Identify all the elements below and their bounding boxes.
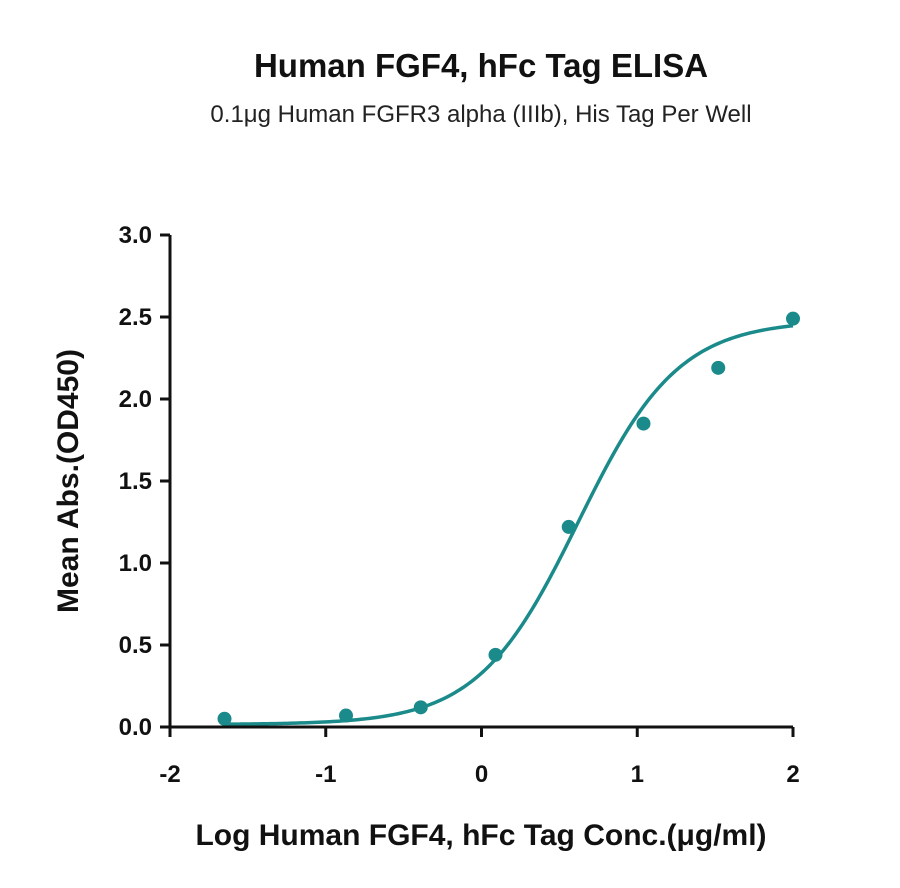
- chart-title: Human FGF4, hFc Tag ELISA: [254, 47, 708, 84]
- y-tick-label: 1.0: [119, 550, 152, 577]
- y-ticks: 0.0 0.5 1.0 1.5 2.0 2.5 3.0: [119, 222, 170, 741]
- y-tick-label: 2.0: [119, 386, 152, 413]
- x-tick-label: -2: [159, 761, 180, 788]
- x-tick-label: 2: [786, 761, 799, 788]
- y-axis-label: Mean Abs.(OD450): [52, 349, 85, 613]
- y-tick-label: 0.5: [119, 632, 152, 659]
- y-tick-label: 1.5: [119, 468, 152, 495]
- x-tick-label: -1: [315, 761, 336, 788]
- data-point: [711, 360, 726, 375]
- chart-subtitle: 0.1μg Human FGFR3 alpha (IIIb), His Tag …: [210, 101, 751, 128]
- x-tick-label: 0: [475, 761, 488, 788]
- data-point: [217, 711, 232, 726]
- y-tick-label: 3.0: [119, 222, 152, 249]
- x-ticks: -2 -1 0 1 2: [159, 727, 800, 788]
- y-tick-label: 0.0: [119, 714, 152, 741]
- data-point: [561, 519, 576, 534]
- plot-area: [217, 311, 800, 726]
- data-point: [786, 311, 800, 326]
- data-point: [338, 708, 353, 723]
- y-tick-label: 2.5: [119, 304, 152, 331]
- data-point: [488, 647, 503, 662]
- fit-curve: [224, 324, 794, 726]
- data-point: [636, 416, 651, 431]
- data-point: [413, 700, 428, 715]
- x-axis-label: Log Human FGF4, hFc Tag Conc.(μg/ml): [195, 819, 766, 852]
- x-tick-label: 1: [631, 761, 644, 788]
